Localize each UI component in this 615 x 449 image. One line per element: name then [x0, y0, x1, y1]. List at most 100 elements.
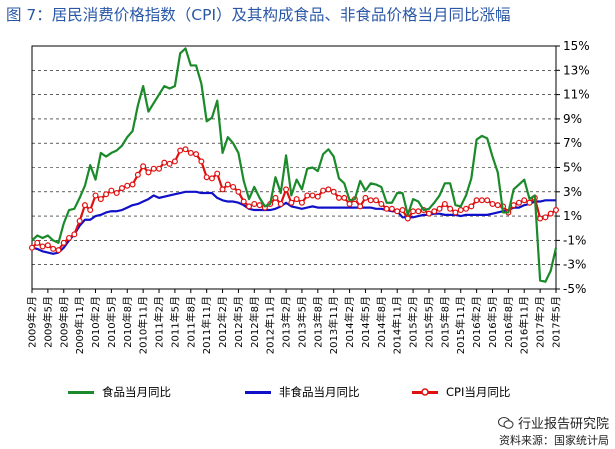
series-1: [31, 190, 556, 255]
data-point: [510, 202, 517, 209]
x-tick-label: 2016年5月: [486, 296, 499, 348]
data-point: [378, 200, 385, 207]
data-point: [367, 197, 374, 204]
data-point: [542, 214, 549, 221]
data-point: [277, 200, 284, 207]
x-tick-label: 2010年2月: [89, 296, 102, 348]
data-point: [224, 181, 231, 188]
data-point: [34, 239, 41, 246]
data-point: [494, 202, 501, 209]
data-point: [288, 199, 295, 206]
data-point: [457, 207, 464, 214]
series-line: [31, 47, 558, 283]
watermark: 行业报告研究院: [497, 413, 609, 432]
data-point: [309, 192, 316, 199]
y-tick-label: -1%: [563, 233, 586, 247]
data-point: [272, 194, 279, 201]
data-point: [335, 194, 342, 201]
data-point: [113, 190, 120, 197]
data-point: [452, 209, 459, 216]
data-point: [55, 247, 62, 254]
data-point: [404, 215, 411, 222]
data-point: [108, 187, 115, 194]
watermark-text: 行业报告研究院: [517, 417, 609, 432]
data-point: [87, 207, 94, 214]
data-point: [66, 234, 73, 241]
data-point: [314, 193, 321, 200]
data-point: [325, 186, 332, 193]
data-point: [118, 185, 125, 192]
data-point: [145, 169, 152, 176]
data-point: [383, 205, 390, 212]
data-point: [129, 181, 136, 188]
data-point: [463, 205, 470, 212]
data-point: [521, 197, 528, 204]
data-point: [298, 199, 305, 206]
x-tick-label: 2012年11月: [264, 296, 277, 354]
data-point: [415, 208, 422, 215]
data-point: [341, 194, 348, 201]
data-point: [161, 159, 168, 166]
data-point: [484, 197, 491, 204]
x-tick-label: 2015年11月: [454, 296, 467, 354]
y-tick-label: 15%: [563, 39, 590, 53]
x-tick-label: 2009年8月: [57, 296, 70, 348]
data-point: [182, 146, 189, 153]
x-tick-label: 2011年8月: [184, 296, 197, 348]
y-tick-label: 5%: [563, 161, 582, 175]
data-point: [489, 200, 496, 207]
legend-swatch-nonfood: [245, 390, 271, 394]
x-tick-label: 2013年8月: [311, 296, 324, 348]
x-tick-label: 2015年8月: [438, 296, 451, 348]
data-point: [39, 243, 46, 250]
y-tick-label: 1%: [563, 209, 582, 223]
y-axis-ticks: -5% -3% -1% 1% 3% 5% 7% 9% 11% 13% 15%: [556, 39, 590, 296]
x-tick-label: 2012年8月: [248, 296, 261, 348]
x-tick-label: 2011年2月: [153, 296, 166, 348]
data-point: [140, 163, 147, 170]
legend-label-cpi: CPI当月同比: [446, 385, 511, 399]
data-point: [357, 203, 364, 210]
data-point: [256, 202, 263, 209]
data-point: [230, 183, 237, 190]
data-point: [468, 203, 475, 210]
data-point: [447, 205, 454, 212]
y-tick-label: -3%: [563, 258, 586, 272]
x-tick-label: 2014年11月: [391, 296, 404, 354]
data-point: [373, 197, 380, 204]
data-point: [240, 198, 247, 205]
legend: 食品当月同比 非食品当月同比 CPI当月同比: [40, 378, 570, 406]
x-tick-label: 2009年11月: [73, 296, 86, 354]
data-point: [97, 196, 104, 203]
x-tick-label: 2016年8月: [502, 296, 515, 348]
data-point: [177, 147, 184, 154]
legend-label-food: 食品当月同比: [102, 385, 171, 399]
legend-label-nonfood: 非食品当月同比: [279, 385, 360, 399]
data-point: [166, 160, 173, 167]
data-point: [346, 200, 353, 207]
data-point: [134, 171, 141, 178]
data-point: [526, 199, 533, 206]
data-point: [388, 205, 395, 212]
data-point: [208, 175, 215, 182]
data-point: [425, 210, 432, 217]
data-point: [156, 165, 163, 172]
data-point: [399, 207, 406, 214]
y-tick-label: 13%: [563, 63, 590, 77]
wechat-icon: [497, 416, 514, 429]
data-point: [441, 200, 448, 207]
x-tick-label: 2011年11月: [200, 296, 213, 354]
data-point: [283, 186, 290, 193]
data-point: [203, 174, 210, 181]
x-tick-label: 2010年11月: [137, 296, 150, 354]
data-point: [293, 196, 300, 203]
x-tick-label: 2013年11月: [327, 296, 340, 354]
data-point: [320, 187, 327, 194]
series-0: [31, 47, 558, 283]
data-point: [44, 242, 51, 249]
y-tick-label: 3%: [563, 185, 582, 199]
x-tick-label: 2012年5月: [232, 296, 245, 348]
data-point: [431, 208, 438, 215]
x-tick-label: 2013年2月: [280, 296, 293, 348]
